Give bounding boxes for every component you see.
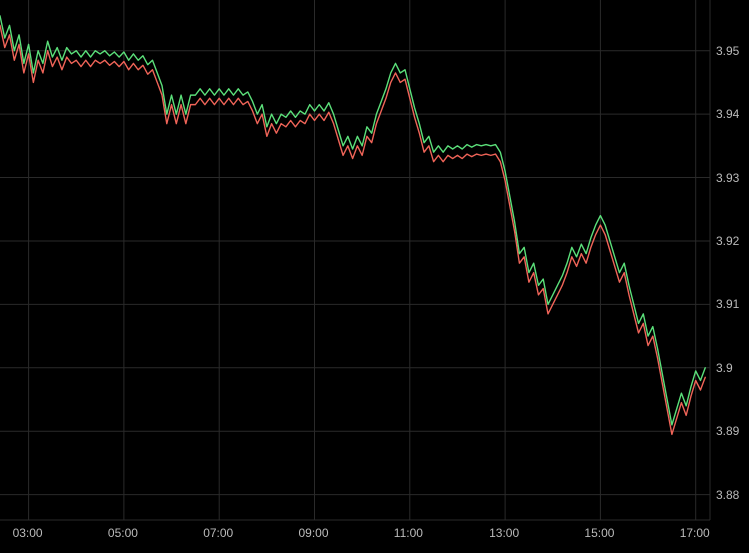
- y-axis-label: 3.92: [716, 234, 739, 248]
- x-axis-label: 11:00: [394, 526, 423, 540]
- x-axis-label: 15:00: [584, 526, 614, 540]
- y-axis-label: 3.91: [716, 297, 739, 311]
- y-axis-label: 3.89: [716, 424, 739, 438]
- x-axis-label: 03:00: [13, 526, 43, 540]
- price-chart: 03:00 05:00 07:00 09:00 11:00 13:00 15:00 17:00…: [0, 0, 749, 553]
- x-axis-label: 17:00: [680, 526, 710, 540]
- y-axis-label: 3.95: [716, 44, 739, 58]
- chart-canvas: [0, 0, 749, 553]
- y-axis-label: 3.94: [716, 107, 739, 121]
- x-axis-label: 09:00: [298, 526, 328, 540]
- x-axis-label: 05:00: [108, 526, 138, 540]
- x-axis-label: 07:00: [203, 526, 233, 540]
- x-axis-label: 13:00: [489, 526, 519, 540]
- y-axis-label: 3.93: [716, 171, 739, 185]
- y-axis-label: 3.9: [716, 361, 733, 375]
- y-axis-label: 3.88: [716, 488, 739, 502]
